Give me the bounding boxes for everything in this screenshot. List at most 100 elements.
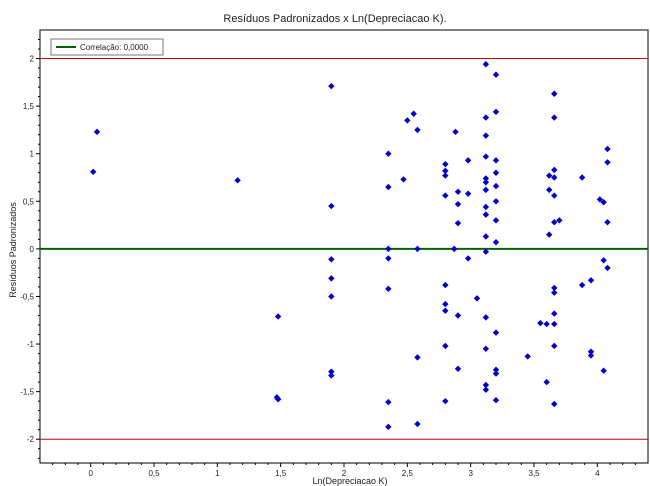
data-point	[328, 368, 335, 375]
data-point	[543, 320, 550, 328]
y-tick-label: 2	[30, 55, 35, 64]
data-point	[328, 275, 335, 282]
data-point	[551, 400, 558, 408]
data-point	[442, 192, 449, 199]
data-point	[442, 167, 449, 175]
y-tick-label: 0	[30, 245, 35, 254]
data-point	[546, 172, 553, 179]
plot-border	[39, 29, 649, 464]
data-point	[604, 219, 611, 226]
data-point	[328, 82, 335, 90]
data-point	[482, 114, 490, 121]
data-point	[556, 217, 563, 224]
data-point	[551, 219, 558, 226]
data-point	[414, 420, 421, 428]
data-point	[482, 233, 490, 240]
data-point	[600, 367, 607, 374]
data-point	[482, 386, 490, 393]
data-point	[482, 345, 490, 353]
data-point	[328, 202, 335, 210]
data-point	[454, 219, 462, 227]
data-point	[492, 370, 500, 377]
data-point	[551, 114, 558, 121]
data-point	[328, 293, 335, 300]
data-point	[385, 285, 392, 293]
data-point	[414, 126, 421, 134]
data-point	[414, 354, 421, 361]
data-point	[551, 192, 558, 199]
data-point	[578, 281, 586, 289]
data-point	[482, 186, 490, 194]
data-point	[328, 372, 335, 379]
data-point	[546, 186, 553, 194]
data-point	[600, 199, 607, 206]
data-point	[482, 248, 490, 255]
data-point	[551, 90, 558, 97]
data-point	[551, 320, 558, 328]
data-point	[482, 203, 490, 211]
data-point	[93, 128, 101, 136]
reference-lines	[40, 58, 648, 440]
y-tick-label: -1,5	[20, 388, 34, 397]
plot-area	[39, 29, 649, 464]
x-tick-label: 1	[215, 469, 220, 478]
data-point	[482, 211, 490, 218]
data-point	[410, 110, 417, 117]
data-point	[442, 307, 449, 314]
data-point	[596, 196, 604, 203]
data-point	[442, 397, 449, 405]
data-point	[543, 378, 550, 386]
data-point	[492, 396, 500, 404]
y-tick-label: 1	[30, 150, 35, 159]
data-point	[587, 352, 595, 359]
data-point	[464, 157, 472, 164]
data-point	[274, 396, 282, 403]
data-point	[414, 245, 421, 253]
data-point	[604, 145, 611, 153]
data-point	[464, 255, 472, 262]
data-point	[385, 398, 392, 406]
data-point	[385, 255, 392, 262]
data-point	[442, 300, 449, 308]
data-point	[454, 188, 462, 195]
data-point	[385, 183, 392, 191]
data-point	[482, 132, 490, 139]
data-point	[551, 310, 558, 317]
data-point	[578, 174, 586, 181]
data-point	[600, 257, 607, 264]
data-point	[482, 61, 490, 68]
legend-label-correlation: Correlação: 0,0000	[80, 43, 149, 52]
data-point	[546, 231, 553, 238]
data-point	[604, 159, 611, 166]
data-point	[492, 366, 500, 373]
data-point	[551, 342, 558, 350]
data-point	[492, 157, 500, 164]
data-point	[482, 175, 490, 182]
data-point	[452, 128, 459, 136]
x-axis: 0 0,5 1 1,5 2 2,5 3 3,5 4	[52, 463, 636, 478]
y-axis: -2 -1,5 -1 -0,5 0 0,5 1 1,5 2	[20, 39, 40, 459]
x-tick-label: 0,5	[148, 469, 160, 478]
data-point	[482, 153, 490, 160]
x-tick-label: 0	[88, 469, 93, 478]
y-tick-label: -1	[27, 340, 35, 349]
data-point	[442, 160, 449, 168]
data-point	[551, 284, 558, 292]
data-point	[454, 200, 462, 208]
legend: Correlação: 0,0000	[50, 38, 164, 56]
data-point	[537, 319, 544, 327]
data-point	[442, 172, 449, 179]
data-point	[492, 329, 500, 336]
x-tick-label: 2,5	[402, 469, 414, 478]
data-point	[451, 245, 458, 253]
data-point	[385, 245, 392, 253]
data-point	[604, 264, 611, 272]
data-point	[492, 169, 500, 176]
data-point	[442, 342, 449, 350]
data-point	[454, 365, 462, 372]
data-point	[464, 190, 472, 197]
x-tick-label: 2	[342, 469, 347, 478]
data-point	[274, 313, 282, 320]
x-tick-label: 3	[468, 469, 473, 478]
data-point	[551, 166, 558, 174]
